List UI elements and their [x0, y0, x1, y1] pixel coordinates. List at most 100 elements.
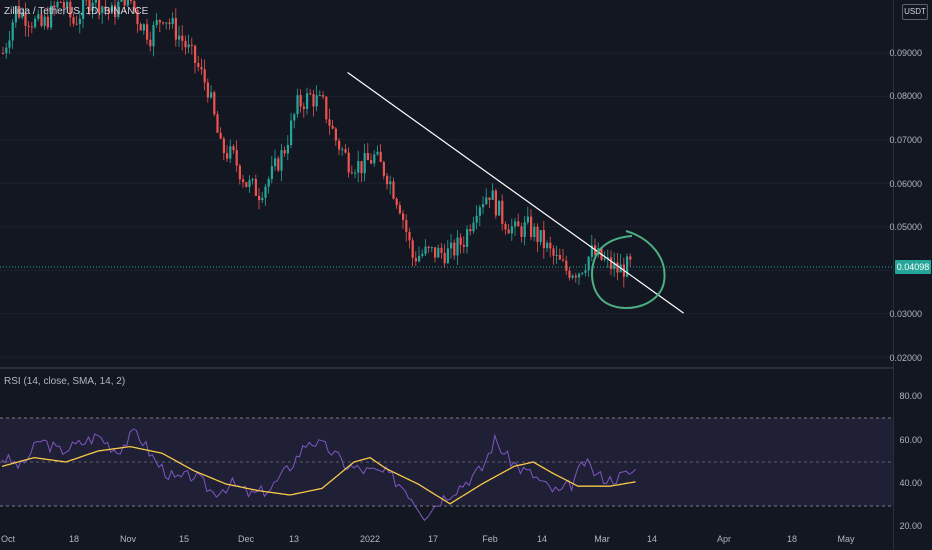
candle-down	[302, 106, 305, 109]
candle-up	[229, 146, 232, 159]
pane-separator[interactable]	[0, 367, 893, 369]
current-price-label: 0.04098	[895, 260, 931, 274]
candle-down	[213, 92, 216, 115]
candle-down	[206, 82, 209, 98]
candle-up	[357, 161, 360, 173]
candle-down	[184, 40, 187, 48]
candle-down	[235, 150, 238, 166]
candle-down	[232, 146, 235, 151]
candle-down	[322, 95, 325, 97]
time-tick-label: 17	[427, 534, 439, 544]
candle-down	[40, 14, 43, 26]
candle-down	[328, 119, 331, 126]
candle-down	[72, 17, 75, 24]
time-tick-label: May	[837, 534, 855, 544]
candle-up	[482, 204, 485, 208]
price-tick-label: 0.03000	[889, 309, 922, 319]
candle-up	[11, 22, 14, 41]
candle-down	[530, 216, 533, 238]
candle-up	[306, 93, 309, 109]
rsi-ma-line	[1, 445, 636, 505]
candle-down	[350, 172, 353, 174]
candle-down	[443, 252, 446, 264]
candle-up	[475, 215, 478, 223]
time-tick-label: Mar	[594, 534, 610, 544]
candle-down	[542, 229, 545, 249]
rsi-tick-label: 60.00	[899, 435, 922, 445]
candle-up	[270, 166, 273, 180]
time-tick-label: 14	[536, 534, 548, 544]
candle-down	[62, 1, 65, 9]
candle-up	[363, 152, 366, 174]
candle-up	[251, 178, 254, 181]
candle-up	[171, 18, 174, 24]
candle-up	[571, 275, 574, 278]
rsi-tick-label: 40.00	[899, 478, 922, 488]
candle-up	[587, 256, 590, 271]
candle-down	[136, 9, 139, 25]
candle-down	[181, 35, 184, 41]
candle-down	[18, 6, 21, 18]
candle-down	[123, 0, 126, 6]
rsi-title[interactable]: RSI (14, close, SMA, 14, 2)	[4, 376, 126, 387]
candle-up	[142, 24, 145, 31]
candle-down	[98, 0, 101, 14]
candle-up	[354, 172, 357, 174]
candle-up	[472, 222, 475, 232]
candle-up	[584, 270, 587, 273]
candle-down	[629, 256, 632, 260]
price-axis-separator	[893, 0, 894, 550]
candle-down	[392, 181, 395, 199]
candle-up	[578, 273, 581, 278]
candle-up	[491, 190, 494, 200]
candle-down	[558, 254, 561, 260]
candle-up	[91, 2, 94, 12]
candle-down	[24, 12, 27, 26]
candle-down	[2, 53, 5, 54]
candle-down	[309, 93, 312, 95]
candle-up	[178, 35, 181, 40]
candle-up	[437, 247, 440, 258]
time-tick-label: Nov	[119, 534, 137, 544]
candle-up	[456, 237, 459, 256]
candle-down	[30, 26, 33, 28]
candle-down	[283, 150, 286, 154]
candle-down	[338, 140, 341, 150]
candle-down	[53, 5, 56, 8]
candle-up	[117, 1, 120, 18]
circle-annotation[interactable]	[591, 230, 666, 309]
candle-down	[258, 195, 261, 201]
candle-up	[8, 40, 11, 48]
candle-down	[408, 231, 411, 241]
candle-down	[254, 178, 257, 196]
candle-down	[562, 259, 565, 261]
candle-up	[290, 120, 293, 146]
price-tick-label: 0.09000	[889, 48, 922, 58]
time-tick-label: 2022	[359, 534, 381, 544]
candle-down	[616, 262, 619, 273]
time-tick-label: 18	[786, 534, 798, 544]
candle-up	[430, 247, 433, 249]
trendline-drawing[interactable]	[347, 72, 684, 314]
price-tick-label: 0.07000	[889, 135, 922, 145]
candle-up	[34, 18, 37, 28]
candle-down	[507, 229, 510, 234]
currency-badge[interactable]: USDT	[902, 4, 928, 20]
candle-up	[293, 114, 296, 121]
candle-down	[226, 153, 229, 159]
candle-down	[75, 23, 78, 25]
candle-up	[274, 158, 277, 167]
candle-up	[296, 95, 299, 115]
candle-up	[466, 229, 469, 247]
symbol-title[interactable]: Zilliqa / TetherUS, 1D, BINANCE	[4, 6, 149, 17]
time-tick-label: Apr	[716, 534, 732, 544]
candle-down	[574, 275, 577, 278]
candle-down	[130, 0, 133, 2]
candle-up	[478, 207, 481, 216]
candle-down	[139, 24, 142, 31]
candle-down	[366, 152, 369, 161]
candle-up	[590, 245, 593, 257]
price-tick-label: 0.08000	[889, 91, 922, 101]
candle-up	[165, 22, 168, 24]
